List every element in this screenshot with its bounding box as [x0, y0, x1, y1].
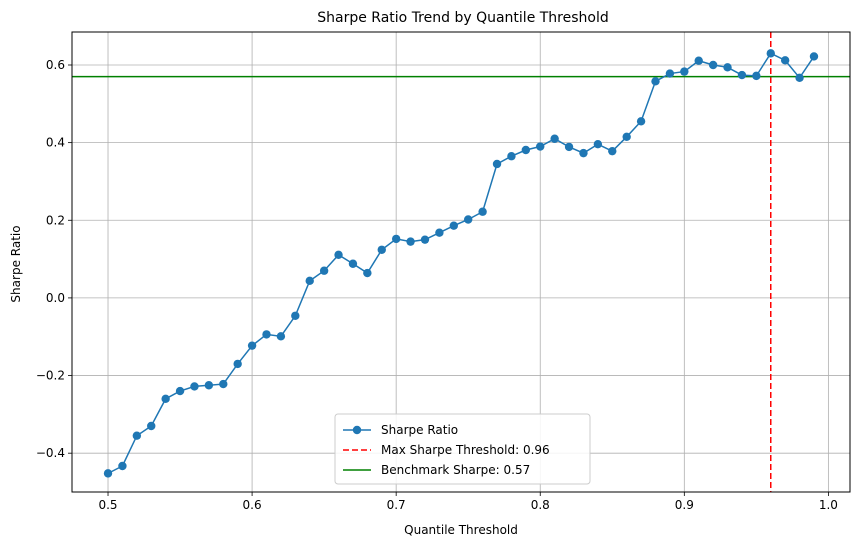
y-tick-label: 0.4	[46, 136, 65, 150]
sharpe-ratio-point	[147, 421, 156, 431]
y-tick-label: −0.2	[36, 369, 65, 383]
sharpe-ratio-point	[219, 379, 228, 389]
sharpe-ratio-point	[536, 142, 545, 151]
x-tick-label: 1.0	[819, 498, 838, 512]
y-axis-ticks: −0.4 −0.2 0.0 0.2 0.4 0.6	[36, 58, 72, 460]
sharpe-ratio-point	[795, 73, 804, 83]
sharpe-ratio-point	[521, 145, 531, 155]
sharpe-ratio-point	[550, 134, 559, 143]
legend-marker	[352, 425, 362, 435]
sharpe-ratio-point	[708, 60, 718, 70]
series-layer	[103, 49, 819, 478]
sharpe-ratio-point	[579, 148, 588, 158]
sharpe-ratio-point	[651, 77, 660, 86]
sharpe-ratio-point	[780, 56, 790, 65]
plot-frame	[71, 31, 851, 493]
x-tick-label: 0.5	[98, 498, 117, 512]
sharpe-ratio-point	[233, 359, 242, 369]
sharpe-ratio-point	[175, 386, 185, 396]
legend-box	[334, 413, 591, 485]
x-tick-label: 0.7	[387, 498, 406, 512]
sharpe-ratio-point	[752, 71, 761, 81]
sharpe-ratio-point	[737, 70, 747, 80]
sharpe-ratio-point	[449, 221, 458, 230]
legend: Sharpe Ratio Max Sharpe Threshold: 0.96 Be…	[334, 413, 591, 485]
sharpe-ratio-point	[680, 67, 689, 76]
sharpe-ratio-point	[291, 311, 300, 320]
sharpe-ratio-point	[190, 382, 199, 391]
sharpe-ratio-point	[809, 52, 819, 61]
sharpe-ratio-point	[564, 142, 574, 152]
sharpe-ratio-point	[262, 330, 271, 339]
sharpe-ratio-point	[348, 259, 358, 268]
y-tick-label: 0.2	[46, 213, 65, 227]
sharpe-ratio-point	[608, 146, 617, 156]
chart-title: Sharpe Ratio Trend by Quantile Threshold	[317, 10, 609, 26]
sharpe-ratio-point	[694, 56, 703, 65]
grid	[72, 32, 850, 492]
sharpe-ratio-point	[622, 132, 631, 142]
legend-entry-label: Max Sharpe Threshold: 0.96	[381, 443, 550, 457]
sharpe-ratio-point	[723, 63, 732, 72]
sharpe-ratio-line	[107, 52, 815, 475]
x-axis-ticks: 0.5 0.6 0.7 0.8 0.9 1.0	[98, 492, 838, 512]
sharpe-ratio-point	[636, 117, 646, 126]
sharpe-ratio-point	[103, 469, 113, 478]
sharpe-ratio-point	[204, 381, 214, 390]
legend-entry-label: Sharpe Ratio	[381, 423, 458, 437]
sharpe-ratio-point	[478, 207, 487, 216]
sharpe-ratio-point	[363, 268, 372, 278]
x-axis-label: Quantile Threshold	[404, 523, 518, 537]
sharpe-ratio-point	[492, 159, 502, 169]
sharpe-ratio-point	[377, 245, 386, 254]
sharpe-ratio-point	[118, 461, 127, 471]
y-tick-label: 0.6	[46, 58, 65, 72]
reference-lines	[72, 32, 850, 492]
y-axis-label: Sharpe Ratio	[9, 225, 23, 302]
sharpe-ratio-point	[593, 139, 603, 149]
sharpe-ratio-point	[276, 332, 286, 341]
sharpe-ratio-point	[435, 228, 444, 237]
sharpe-ratio-point	[161, 394, 170, 404]
sharpe-ratio-point	[305, 276, 314, 286]
sharpe-ratio-point	[507, 152, 516, 161]
sharpe-ratio-point	[464, 215, 473, 224]
sharpe-ratio-point	[406, 237, 415, 246]
sharpe-ratio-point	[132, 431, 142, 440]
y-tick-label: 0.0	[46, 291, 65, 305]
sharpe-ratio-point	[766, 49, 775, 58]
sharpe-ratio-point	[420, 235, 430, 244]
y-tick-label: −0.4	[36, 446, 65, 460]
x-tick-label: 0.9	[675, 498, 694, 512]
x-tick-label: 0.8	[531, 498, 550, 512]
sharpe-ratio-point	[319, 266, 329, 275]
sharpe-ratio-point	[665, 69, 675, 78]
sharpe-ratio-point	[391, 234, 401, 244]
sharpe-ratio-point	[247, 341, 257, 350]
legend-entry-label: Benchmark Sharpe: 0.57	[381, 463, 530, 477]
sharpe-ratio-point	[334, 250, 343, 260]
x-tick-label: 0.6	[243, 498, 262, 512]
